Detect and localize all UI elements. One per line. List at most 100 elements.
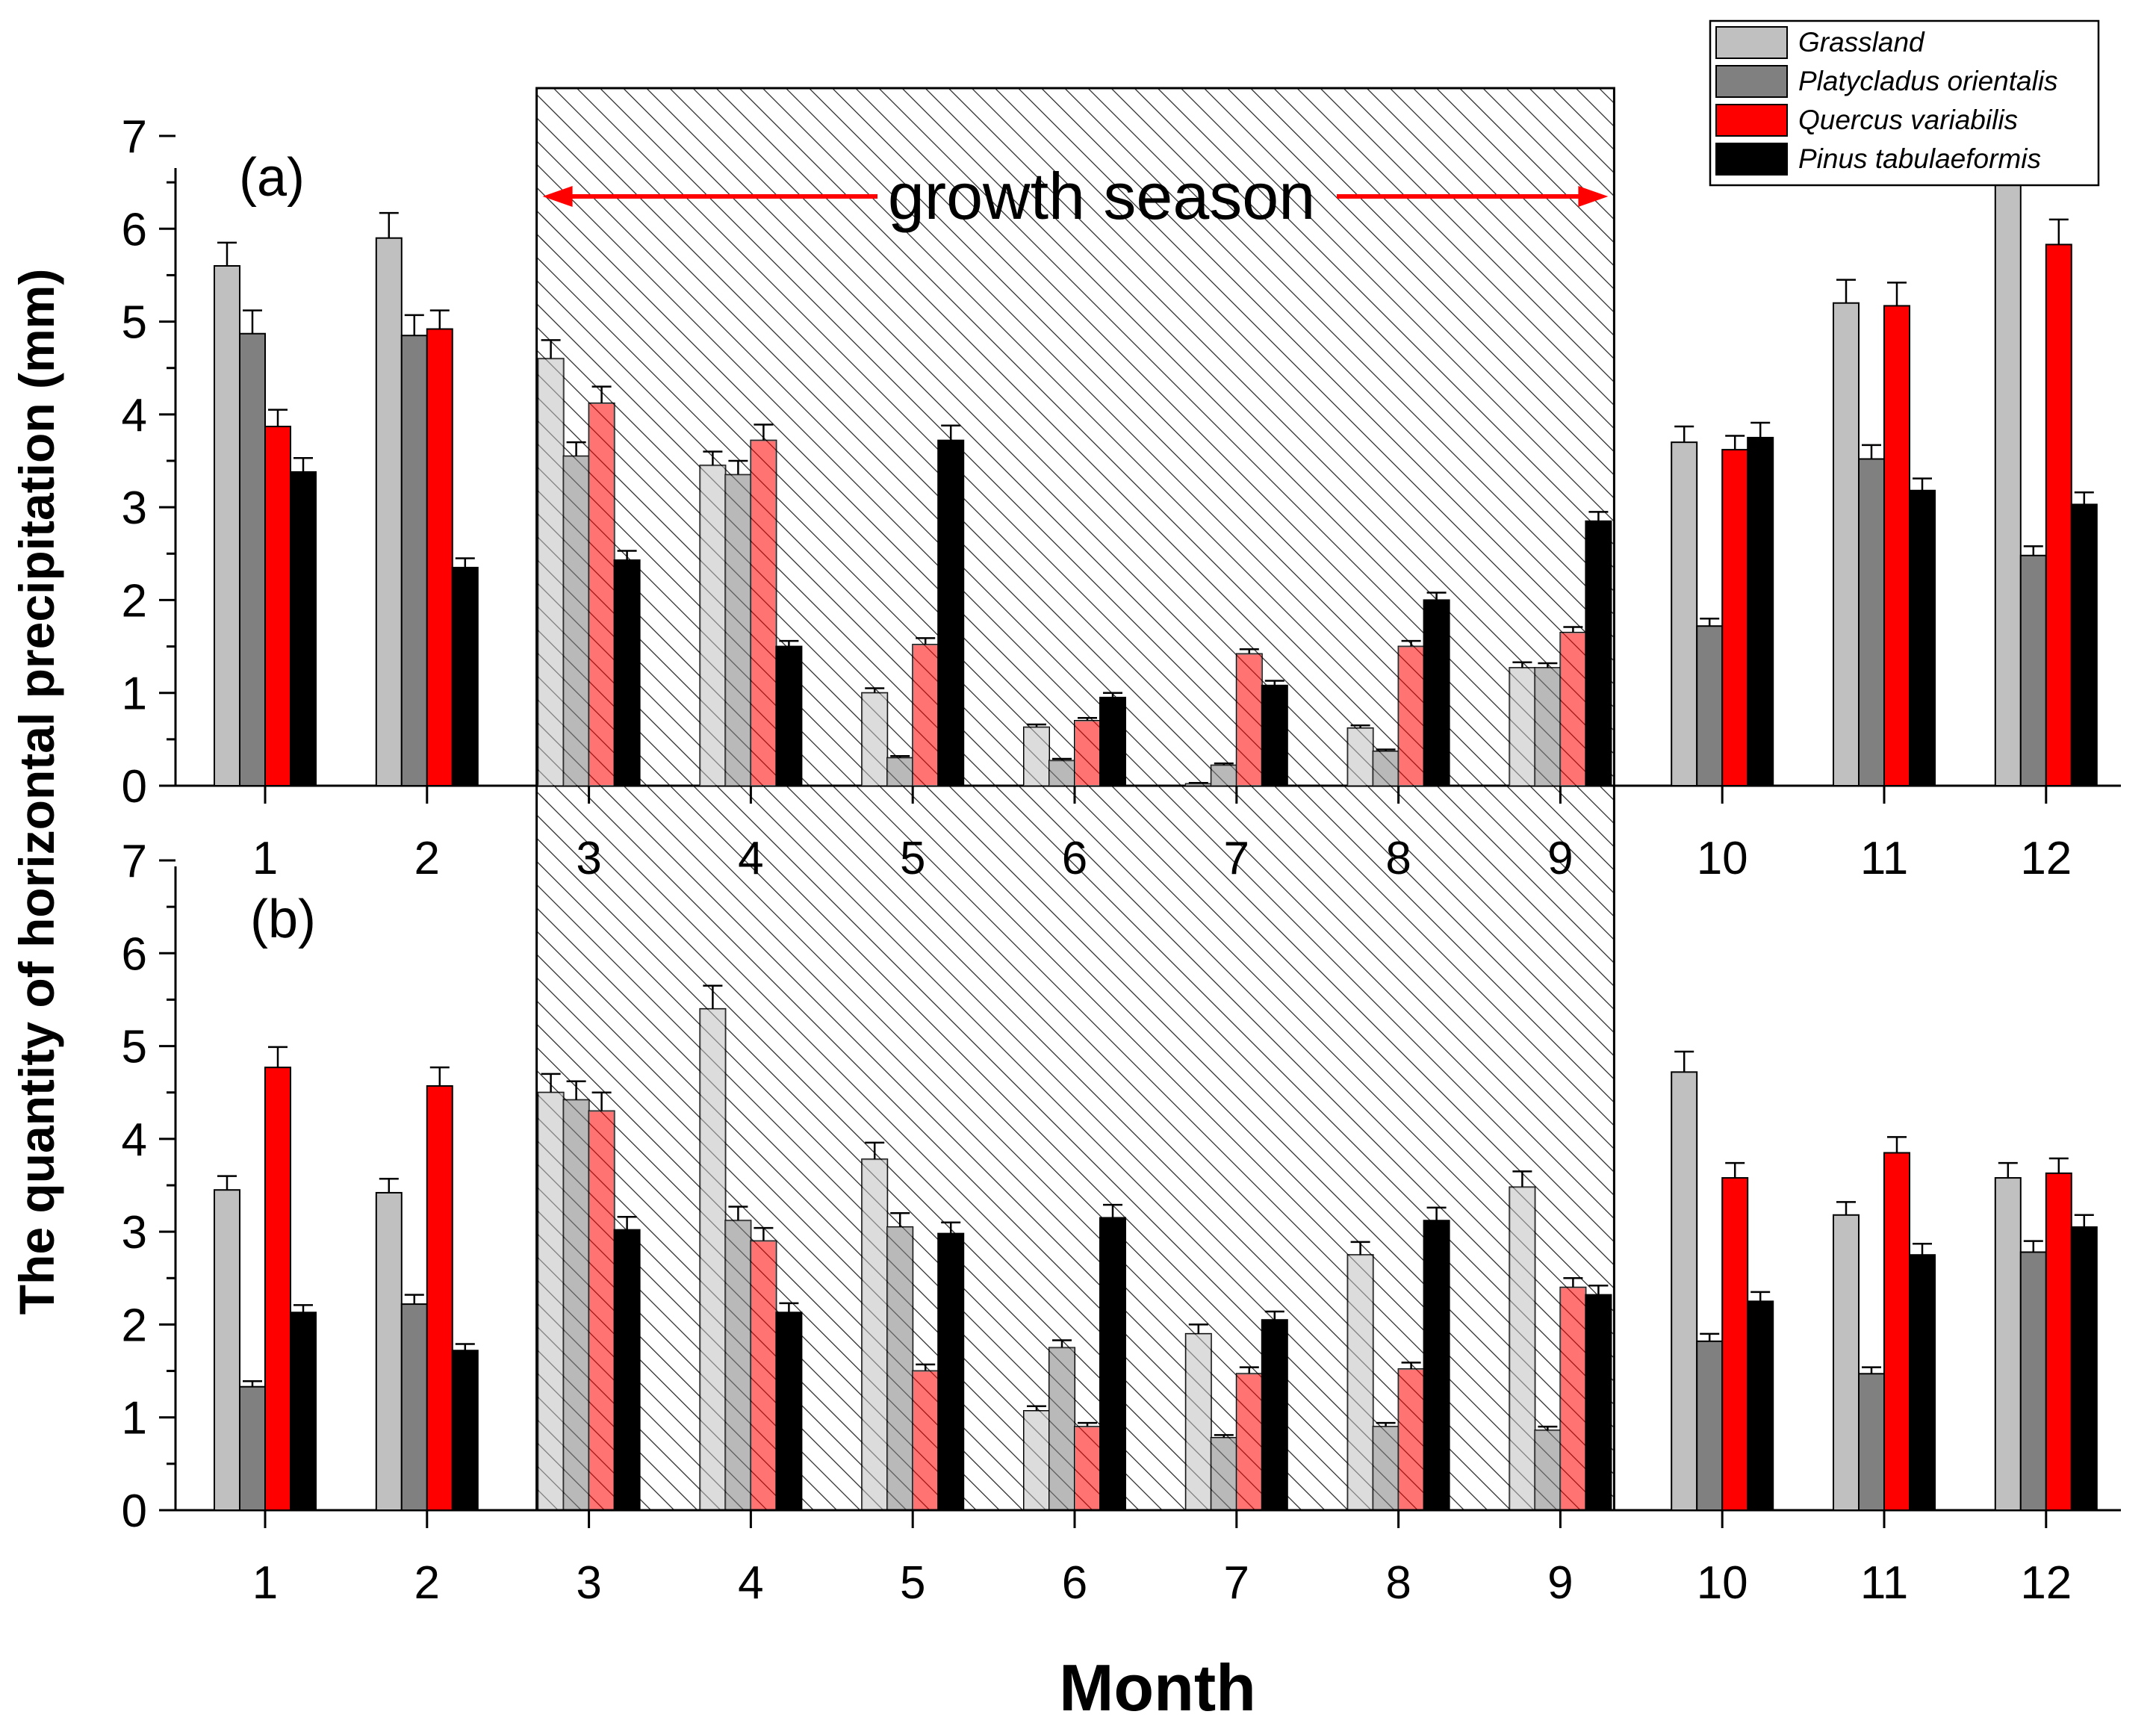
y-tick-label: 3 [122,1207,147,1258]
bar-hatch [1347,1255,1373,1510]
growth-season-arrowhead-left [542,186,573,207]
bar [1261,1319,1288,1511]
bar [937,1232,965,1511]
bar [1099,1217,1126,1511]
y-tick-label: 5 [122,297,147,349]
x-tick-label: 2 [414,1557,440,1609]
bar-hatch [1075,1427,1100,1510]
bar [1721,449,1749,786]
bar [214,1189,240,1511]
legend-label: Quercus variabilis [1798,105,2018,135]
x-tick-label: 9 [1547,833,1573,884]
bar-hatch [725,474,751,786]
x-tick-label: 11 [1860,833,1908,884]
bar [1747,436,1774,787]
bar [2045,243,2072,786]
bar [375,1191,403,1511]
bar [1671,1071,1698,1512]
bar [1585,1294,1612,1511]
panel-label-b: (b) [250,890,316,949]
legend-label: Grassland [1798,27,1925,58]
bar-hatch [1509,668,1535,786]
x-tick-label: 1 [252,1557,278,1609]
y-tick-label: 2 [122,1300,147,1351]
bar-hatch [1398,1369,1424,1510]
bar-hatch [1373,1427,1399,1510]
y-tick-label: 5 [122,1022,147,1073]
bar-hatch [1398,646,1424,786]
y-tick-label: 3 [122,482,147,534]
x-tick-label: 12 [2020,833,2072,884]
bar [1099,696,1126,787]
bar-hatch [913,645,939,786]
bar [1858,458,1885,786]
x-tick-label: 2 [414,833,440,884]
bar [1909,489,1936,786]
y-tick-label: 2 [122,575,147,627]
bar [1994,170,2022,786]
bar-hatch [1236,1374,1262,1510]
bar-hatch [887,757,913,786]
bar-hatch [887,1226,913,1510]
x-tick-label: 4 [738,833,763,884]
bar-hatch [862,692,888,786]
panel-label-a: (a) [239,148,305,208]
y-tick-label: 7 [122,111,147,163]
bar-hatch [1560,1287,1586,1510]
bar [937,439,965,787]
x-tick-label: 4 [738,1557,763,1609]
bar-hatch [913,1371,939,1510]
bar [264,1067,291,1511]
bar [1261,684,1288,786]
x-tick-label: 6 [1062,833,1087,884]
bar-hatch [751,1241,777,1510]
bar [1883,305,1910,786]
bar [1833,302,1860,786]
bar [1696,1340,1724,1512]
bar [400,335,428,786]
bar [426,328,453,786]
bar-hatch [538,359,564,786]
y-axis-title: The quantity of horizontal precipitation… [9,269,64,1315]
legend: Grassland Platycladus orientalis Quercus v… [1709,19,2100,187]
legend-swatch [1715,143,1788,176]
bar [400,1303,428,1511]
growth-season-label: growth season [888,159,1315,233]
x-tick-label: 10 [1697,833,1748,884]
bar [451,1350,479,1511]
bar [1585,520,1612,786]
bar [2070,1226,2098,1512]
bar [1696,625,1724,786]
bar [290,471,317,787]
bar-hatch [862,1159,888,1510]
bar-hatch [1509,1187,1535,1510]
bar [775,645,803,786]
bar-hatch [1347,727,1373,786]
bar [1883,1152,1910,1511]
bar-hatch [1211,1438,1237,1510]
bar-hatch [1185,783,1211,786]
x-axis-title: Month [1059,1651,1256,1725]
bar-hatch [563,1099,589,1510]
bar-hatch [1049,760,1075,786]
y-tick-label: 0 [122,761,147,813]
bar-hatch [1185,1333,1211,1510]
bar-hatch [1049,1347,1075,1510]
bar-hatch [1024,727,1049,786]
bar-hatch [751,440,777,786]
bar [1721,1177,1749,1511]
bar-hatch [1236,654,1262,786]
legend-label: Pinus tabulaeformis [1798,143,2041,174]
bar-hatch [700,1008,726,1510]
y-tick-label: 1 [122,1393,147,1444]
bar [1909,1254,1936,1511]
bar [264,426,291,786]
bar [1671,441,1698,787]
x-tick-label: 6 [1062,1557,1087,1609]
y-tick-label: 6 [122,928,147,980]
bar [451,566,479,787]
y-tick-label: 0 [122,1486,147,1537]
y-tick-label: 4 [122,1114,147,1166]
